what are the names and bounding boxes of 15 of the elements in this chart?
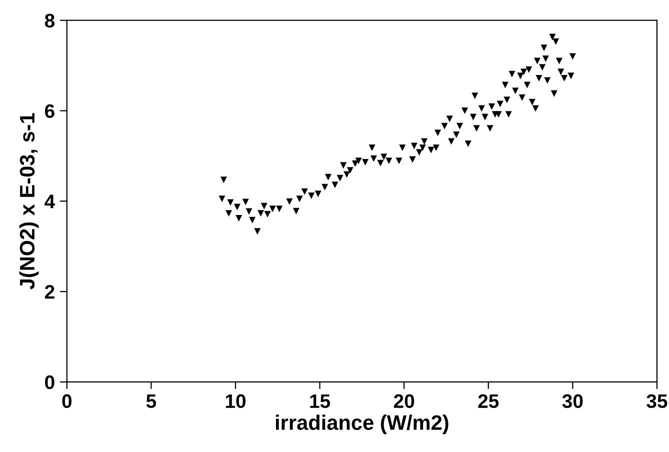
- x-tick-label: 30: [562, 394, 583, 408]
- x-tick-label: 0: [62, 394, 72, 408]
- y-tick-label: 2: [44, 285, 54, 299]
- y-axis-title: J(NO2) x E-03, s-1: [19, 113, 39, 290]
- x-tick-label: 20: [394, 394, 414, 408]
- y-tick-label: 6: [44, 104, 54, 118]
- x-tick-label: 5: [146, 394, 156, 408]
- x-tick-label: 35: [646, 394, 668, 408]
- x-tick-label: 25: [478, 394, 499, 408]
- y-tick-label: 4: [44, 194, 55, 208]
- x-tick-label: 15: [310, 394, 330, 408]
- x-axis-title: irradiance (W/m2): [276, 414, 448, 434]
- y-tick-label: 0: [45, 375, 54, 390]
- x-tick-label: 10: [226, 394, 246, 408]
- y-tick-label: 8: [44, 14, 54, 28]
